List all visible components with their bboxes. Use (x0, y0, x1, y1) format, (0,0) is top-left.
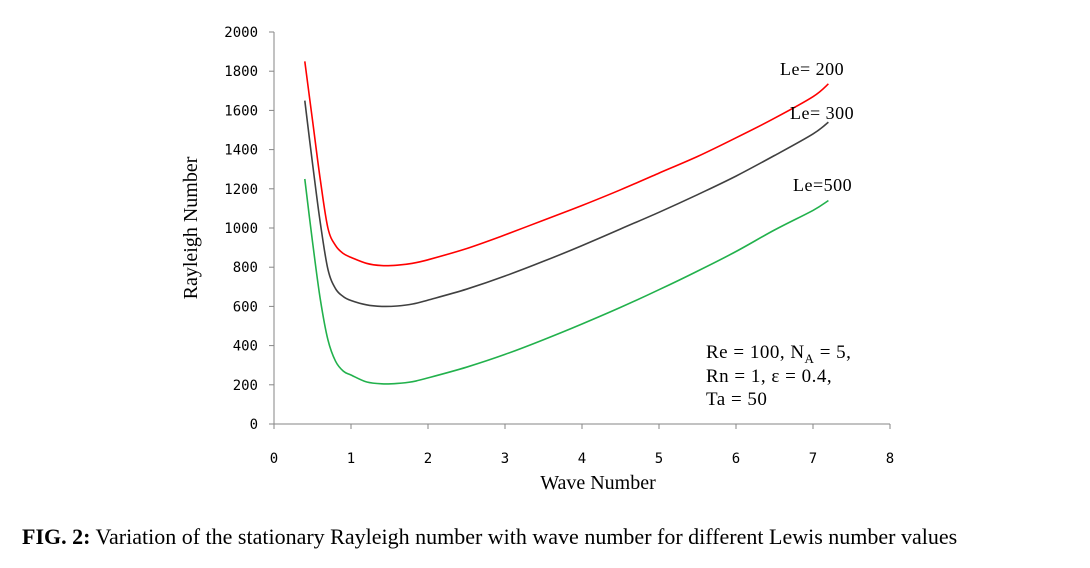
series-line-1 (304, 61, 829, 267)
rayleigh-chart: 0 200 400 600 800 1000 1200 1400 1600 1800 2000 0 1 2… (180, 25, 894, 494)
y-tick-label: 1800 (224, 64, 258, 80)
parameter-line-1: Re = 100, NA = 5, (706, 342, 851, 366)
x-tick-label: 5 (655, 451, 663, 467)
x-axis-title: Wave Number (540, 472, 656, 494)
series-label-2: Le= 300 (790, 103, 854, 123)
x-tick-label: 8 (886, 451, 894, 467)
x-tick-label: 3 (501, 451, 509, 467)
figure-caption: FIG. 2: Variation of the stationary Rayl… (22, 524, 1082, 550)
y-axis-title: Rayleigh Number (180, 156, 202, 299)
x-tick-label: 1 (347, 451, 355, 467)
y-tick-label: 400 (233, 339, 258, 355)
y-tick-label: 2000 (224, 25, 258, 41)
ticks: 0 200 400 600 800 1000 1200 1400 1600 1800 2000 0 1 2… (224, 25, 894, 467)
y-tick-label: 800 (233, 260, 258, 276)
x-tick-label: 7 (809, 451, 817, 467)
y-tick-label: 0 (250, 417, 258, 433)
x-tick-label: 6 (732, 451, 740, 467)
caption-lead: FIG. 2: (22, 524, 91, 549)
x-tick-label: 0 (270, 451, 278, 467)
y-tick-label: 600 (233, 299, 258, 315)
series-labels: Le= 200 Le= 300 Le=500 (780, 59, 854, 195)
x-tick-label: 2 (424, 451, 432, 467)
parameter-line-2: Rn = 1, ε = 0.4, (706, 366, 832, 387)
y-tick-label: 200 (233, 378, 258, 394)
parameter-box: Re = 100, NA = 5, Rn = 1, ε = 0.4, Ta = … (706, 342, 851, 410)
y-tick-label: 1400 (224, 143, 258, 159)
series-label-3: Le=500 (793, 175, 852, 195)
parameter-line-3: Ta = 50 (706, 389, 767, 410)
series-line-3 (304, 178, 829, 385)
series-label-1: Le= 200 (780, 59, 844, 79)
y-tick-label: 1200 (224, 182, 258, 198)
caption-text: Variation of the stationary Rayleigh num… (90, 524, 958, 549)
y-tick-label: 1600 (224, 103, 258, 119)
series-line-2 (304, 100, 829, 308)
series-lines (304, 61, 829, 385)
x-tick-label: 4 (578, 451, 586, 467)
y-tick-label: 1000 (224, 221, 258, 237)
